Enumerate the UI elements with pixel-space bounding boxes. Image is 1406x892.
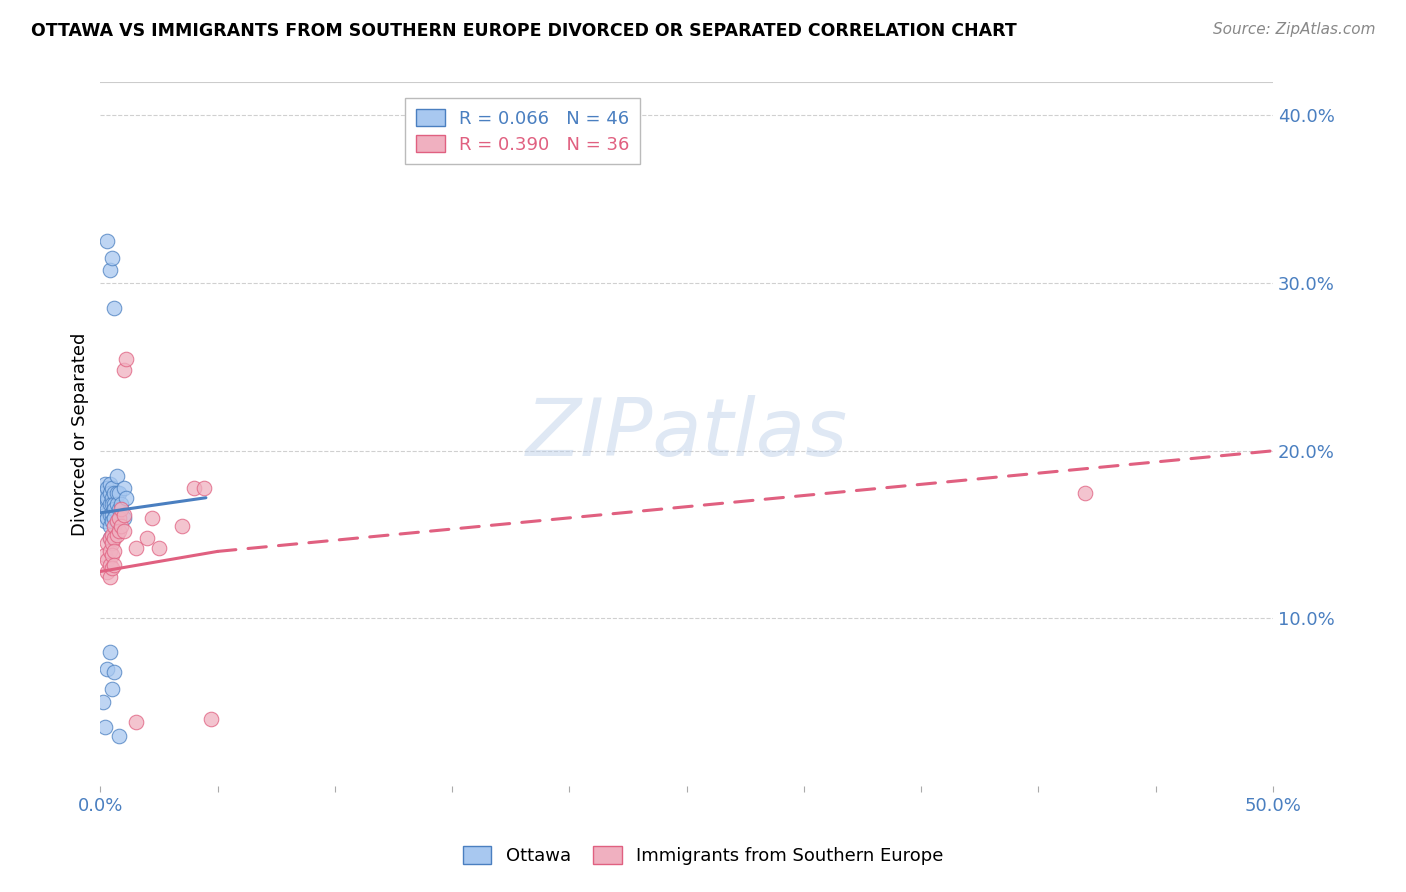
Point — [94, 514, 117, 528]
Point — [124, 541, 146, 555]
Point — [96, 553, 118, 567]
Point — [103, 558, 125, 572]
Point — [98, 531, 121, 545]
Point — [96, 565, 118, 579]
Point — [101, 498, 124, 512]
Point — [1074, 485, 1097, 500]
Point — [103, 531, 125, 545]
Point — [101, 527, 124, 541]
Point — [96, 536, 118, 550]
Point — [105, 527, 128, 541]
Point — [98, 477, 121, 491]
Point — [101, 514, 124, 528]
Point — [103, 485, 125, 500]
Point — [91, 498, 114, 512]
Legend: Ottawa, Immigrants from Southern Europe: Ottawa, Immigrants from Southern Europe — [451, 836, 955, 876]
Point — [96, 491, 118, 505]
Point — [101, 481, 124, 495]
Point — [105, 514, 128, 528]
Point — [96, 234, 118, 248]
Point — [105, 469, 128, 483]
Point — [98, 531, 121, 545]
Point — [110, 498, 132, 512]
Point — [105, 485, 128, 500]
Point — [115, 491, 138, 505]
Point — [105, 498, 128, 512]
Point — [94, 485, 117, 500]
Point — [98, 569, 121, 583]
Point — [172, 519, 194, 533]
Point — [115, 351, 138, 366]
Point — [200, 712, 222, 726]
Point — [98, 558, 121, 572]
Point — [103, 301, 125, 316]
Point — [112, 481, 135, 495]
Point — [103, 519, 125, 533]
Point — [91, 695, 114, 709]
Point — [141, 511, 163, 525]
Point — [124, 715, 146, 730]
Point — [96, 511, 118, 525]
Point — [108, 502, 131, 516]
Point — [96, 494, 118, 508]
Point — [136, 531, 159, 545]
Point — [101, 508, 124, 522]
Point — [103, 502, 125, 516]
Point — [101, 548, 124, 562]
Point — [98, 645, 121, 659]
Point — [98, 508, 121, 522]
Point — [98, 544, 121, 558]
Point — [108, 524, 131, 539]
Point — [103, 511, 125, 525]
Point — [101, 491, 124, 505]
Legend: R = 0.066   N = 46, R = 0.390   N = 36: R = 0.066 N = 46, R = 0.390 N = 36 — [405, 98, 640, 164]
Point — [96, 662, 118, 676]
Point — [112, 508, 135, 522]
Point — [98, 519, 121, 533]
Point — [103, 544, 125, 558]
Point — [112, 511, 135, 525]
Point — [103, 665, 125, 680]
Point — [94, 508, 117, 522]
Point — [94, 548, 117, 562]
Point — [148, 541, 170, 555]
Text: ZIPatlas: ZIPatlas — [526, 395, 848, 473]
Point — [108, 485, 131, 500]
Y-axis label: Divorced or Separated: Divorced or Separated — [72, 333, 89, 536]
Point — [193, 481, 215, 495]
Point — [94, 721, 117, 735]
Point — [101, 561, 124, 575]
Point — [110, 502, 132, 516]
Point — [91, 485, 114, 500]
Point — [108, 729, 131, 743]
Point — [98, 262, 121, 277]
Point — [101, 251, 124, 265]
Text: OTTAWA VS IMMIGRANTS FROM SOUTHERN EUROPE DIVORCED OR SEPARATED CORRELATION CHAR: OTTAWA VS IMMIGRANTS FROM SOUTHERN EUROP… — [31, 22, 1017, 40]
Point — [103, 498, 125, 512]
Point — [101, 681, 124, 696]
Point — [108, 511, 131, 525]
Point — [112, 363, 135, 377]
Point — [98, 498, 121, 512]
Point — [96, 502, 118, 516]
Text: Source: ZipAtlas.com: Source: ZipAtlas.com — [1212, 22, 1375, 37]
Point — [110, 519, 132, 533]
Point — [183, 481, 205, 495]
Point — [94, 477, 117, 491]
Point — [112, 524, 135, 539]
Point — [101, 536, 124, 550]
Point — [98, 485, 121, 500]
Point — [96, 481, 118, 495]
